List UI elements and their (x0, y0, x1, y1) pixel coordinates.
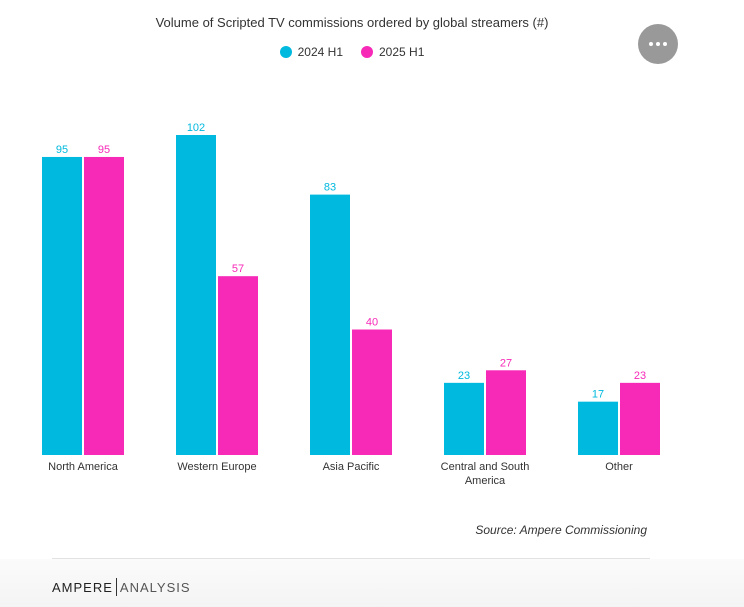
legend-item-2024[interactable]: 2024 H1 (279, 45, 343, 59)
category-label: Asia Pacific (323, 461, 380, 473)
bar-2025[interactable] (620, 382, 660, 455)
bar-2025[interactable] (84, 156, 124, 455)
bar-2024[interactable] (578, 401, 618, 455)
chart-legend: 2024 H1 2025 H1 (0, 45, 704, 59)
data-label: 57 (232, 263, 244, 275)
bar-2024[interactable] (42, 156, 82, 455)
footer-divider (52, 558, 650, 559)
data-label: 27 (500, 357, 512, 369)
chart-menu-button[interactable] (638, 24, 678, 64)
brand-name: AMPERE (52, 579, 113, 595)
legend-swatch-2025 (361, 46, 373, 58)
data-label: 23 (634, 370, 646, 382)
category-label: Other (605, 461, 633, 473)
bar-chart: 95 95 North America 102 57 Western Europe 83 40… (42, 122, 660, 487)
category-label: North America (48, 461, 119, 473)
data-label: 95 (98, 144, 110, 156)
brand-separator (115, 578, 117, 596)
brand-suffix: ANALYSIS (119, 579, 191, 595)
legend-item-2025[interactable]: 2025 H1 (361, 45, 424, 59)
ellipsis-icon (656, 42, 660, 46)
legend-label-2025: 2025 H1 (379, 45, 425, 59)
legend-label-2024: 2024 H1 (297, 45, 343, 59)
data-label: 40 (366, 317, 378, 329)
data-label: 102 (187, 122, 205, 134)
bar-2024[interactable] (444, 382, 484, 455)
ellipsis-icon (663, 42, 667, 46)
ellipsis-icon (649, 42, 653, 46)
data-label: 95 (56, 144, 68, 156)
bar-2025[interactable] (486, 370, 526, 455)
category-label: Western Europe (177, 461, 256, 473)
chart-source: Source: Ampere Commissioning (475, 523, 647, 537)
bar-2024[interactable] (176, 135, 216, 455)
data-label: 83 (324, 182, 336, 194)
data-label: 23 (458, 370, 470, 382)
data-label: 17 (592, 389, 604, 401)
brand-logo: AMPERE ANALYSIS (52, 578, 191, 596)
chart-title: Volume of Scripted TV commissions ordere… (155, 15, 549, 30)
footer (0, 559, 744, 607)
bar-2025[interactable] (352, 329, 392, 455)
bar-2024[interactable] (310, 194, 350, 455)
legend-swatch-2024 (279, 46, 292, 58)
bar-2025[interactable] (218, 276, 258, 455)
category-label: Central and South (441, 461, 530, 473)
category-label: America (465, 475, 506, 487)
